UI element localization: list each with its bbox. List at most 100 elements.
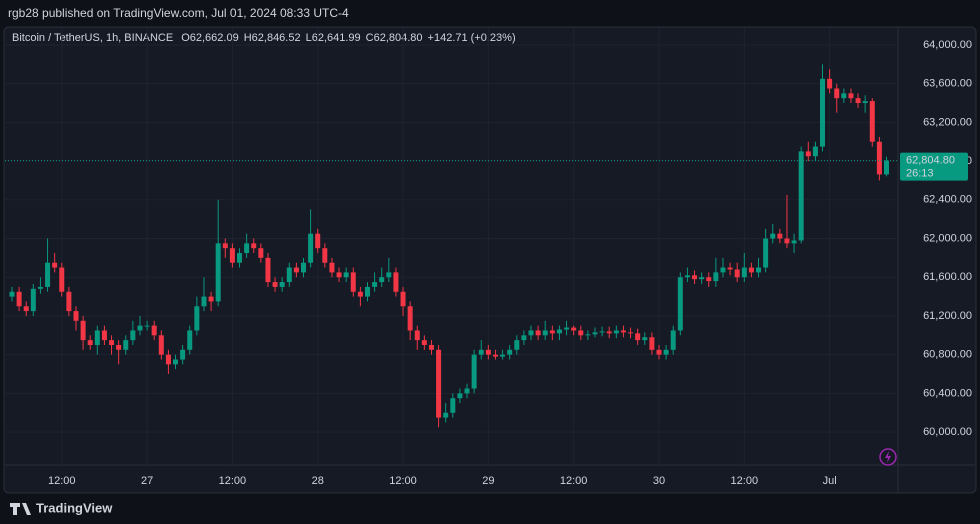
logo xyxy=(10,503,31,515)
candle-body xyxy=(372,282,378,287)
candle-body xyxy=(180,349,186,360)
candle-body xyxy=(763,238,769,268)
candle-body xyxy=(756,267,762,273)
legend-label: H xyxy=(244,32,252,44)
candle-body xyxy=(649,337,655,350)
candle-body xyxy=(123,340,129,350)
legend-label: C xyxy=(366,32,374,44)
candle-body xyxy=(507,349,513,355)
x-tick-label: 29 xyxy=(482,475,494,487)
candle-body xyxy=(315,233,321,249)
candle-body xyxy=(443,412,449,418)
candle-body xyxy=(80,320,86,341)
candle-body xyxy=(201,296,207,307)
candle-body xyxy=(713,272,719,282)
legend-value: 62,804.80 xyxy=(374,32,423,44)
candle-body xyxy=(229,248,235,263)
countdown: 26:13 xyxy=(906,168,934,180)
candle-body xyxy=(379,277,385,283)
price-tag xyxy=(900,152,968,181)
candle-body xyxy=(734,269,740,278)
candle-body xyxy=(585,334,591,336)
candle-body xyxy=(542,330,548,336)
price-tag-value: 62,804.80 xyxy=(906,155,955,167)
candle-body xyxy=(393,272,399,292)
candle-body xyxy=(144,325,150,327)
candle-body xyxy=(869,101,875,142)
candle-body xyxy=(194,306,200,331)
candle-body xyxy=(37,286,43,289)
y-tick-label: 63,200.00 xyxy=(923,116,972,128)
candle-body xyxy=(279,282,285,287)
candle-body xyxy=(215,243,221,302)
candle-body xyxy=(421,340,427,345)
candle-body xyxy=(656,349,662,355)
candle-body xyxy=(23,306,29,312)
candle-body xyxy=(677,277,683,331)
candle-body xyxy=(791,240,797,244)
candle-body xyxy=(16,291,22,307)
legend-label: L xyxy=(306,32,312,44)
candle-body xyxy=(137,325,143,331)
candle-body xyxy=(748,267,754,273)
candle-body xyxy=(720,267,726,273)
candle-body xyxy=(59,267,65,292)
candle-body xyxy=(571,327,577,331)
candle-body xyxy=(301,262,306,273)
candle-body xyxy=(414,330,420,341)
candle-body xyxy=(173,359,179,365)
candle-body xyxy=(265,257,271,283)
candle-body xyxy=(699,277,705,280)
legend-value: 62,662.09 xyxy=(190,32,239,44)
candle-body xyxy=(457,393,463,399)
candle-body xyxy=(428,344,434,350)
x-tick-label: 30 xyxy=(653,475,665,487)
x-tick-label: 12:00 xyxy=(560,475,588,487)
candle-body xyxy=(706,277,712,282)
x-tick-label: 12:00 xyxy=(731,475,759,487)
candle-body xyxy=(45,262,51,287)
y-tick-label: 61,200.00 xyxy=(923,310,972,322)
candle-body xyxy=(549,330,555,334)
x-tick-label: 12:00 xyxy=(389,475,417,487)
candle-body xyxy=(9,291,15,297)
candle-body xyxy=(109,340,115,345)
candle-body xyxy=(805,151,811,157)
candle-body xyxy=(464,388,470,394)
candle-body xyxy=(812,146,818,157)
candle-body xyxy=(827,78,833,89)
x-tick-label: 12:00 xyxy=(48,475,76,487)
x-tick-label: 12:00 xyxy=(219,475,247,487)
legend-label: O xyxy=(181,32,190,44)
candle-body xyxy=(521,335,527,341)
y-tick-label: 61,600.00 xyxy=(923,271,972,283)
candle-body xyxy=(478,349,484,355)
y-tick-label: 63,600.00 xyxy=(923,78,972,90)
chart-frame xyxy=(3,26,977,494)
published-note: rgb28 published on TradingView.com, Jul … xyxy=(8,6,349,20)
candle-body xyxy=(187,330,193,350)
candle-body xyxy=(514,340,520,350)
candle-body xyxy=(165,354,171,365)
symbol: Bitcoin / TetherUS, 1h, BINANCE xyxy=(12,32,173,44)
candle-body xyxy=(820,78,826,147)
candle-body xyxy=(599,331,605,333)
candle-body xyxy=(628,332,634,334)
candle-body xyxy=(73,311,79,321)
candle-body xyxy=(407,306,413,331)
candle-body xyxy=(798,151,804,241)
candle-body xyxy=(471,354,477,389)
candle-body xyxy=(492,354,498,357)
candle-body xyxy=(101,330,107,341)
candle-body xyxy=(158,335,164,355)
candle-body xyxy=(222,243,228,249)
candle-body xyxy=(251,243,257,249)
candle-body xyxy=(848,93,854,99)
candle-body xyxy=(556,329,562,334)
y-tick-label: 64,000.00 xyxy=(923,39,972,51)
alert-bolt xyxy=(885,451,891,463)
y-tick-label: 60,400.00 xyxy=(923,387,972,399)
candle-body xyxy=(364,286,370,297)
alert-icon[interactable] xyxy=(879,448,897,466)
